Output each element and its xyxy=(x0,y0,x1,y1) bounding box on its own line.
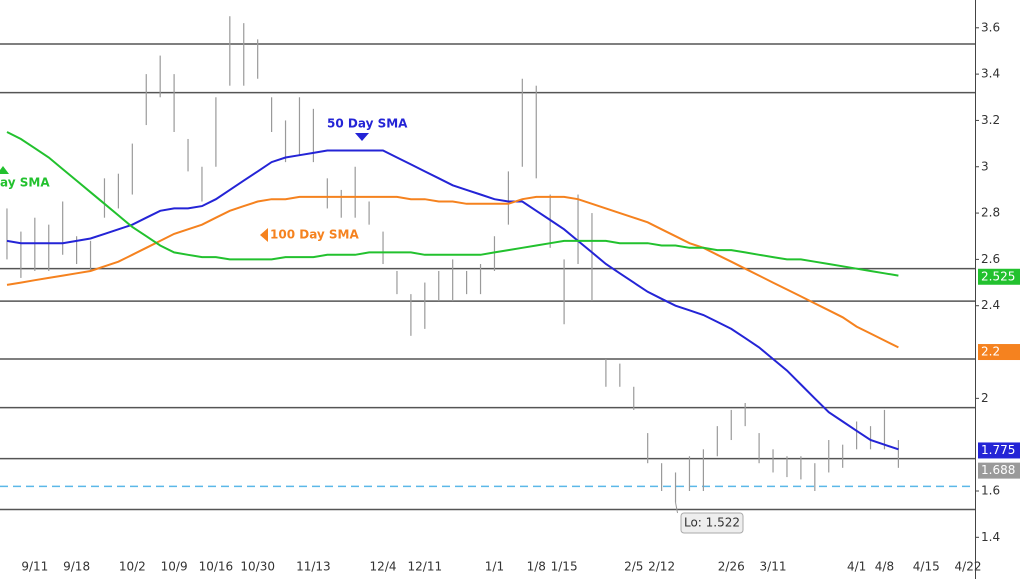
last-value-label: 1.775 xyxy=(981,443,1015,457)
x-tick-label: 11/13 xyxy=(296,560,331,574)
y-tick-label: 3 xyxy=(981,159,989,173)
x-tick-label: 10/16 xyxy=(199,560,234,574)
x-tick-label: 1/1 xyxy=(485,560,504,574)
last-value-label: 2.525 xyxy=(981,269,1015,283)
y-tick-label: 2.8 xyxy=(981,206,1000,220)
y-tick-label: 1.6 xyxy=(981,483,1000,497)
sma-marker xyxy=(355,133,369,141)
y-tick-label: 2.4 xyxy=(981,298,1000,312)
x-tick-label: 9/18 xyxy=(63,560,90,574)
sma-line xyxy=(6,131,899,277)
sma-marker xyxy=(260,228,268,242)
x-tick-label: 9/11 xyxy=(21,560,48,574)
x-tick-label: 4/22 xyxy=(955,560,982,574)
sma-label: 50 Day SMA xyxy=(327,117,408,131)
sma-marker xyxy=(0,166,9,174)
x-tick-label: 12/4 xyxy=(370,560,397,574)
x-tick-label: 4/15 xyxy=(913,560,940,574)
y-tick-label: 1.4 xyxy=(981,530,1000,544)
sma-label: ay SMA xyxy=(0,176,50,190)
last-value-label-box xyxy=(978,442,1020,459)
y-tick-label: 3.2 xyxy=(981,113,1000,127)
last-value-label-box xyxy=(978,344,1020,361)
x-tick-label: 12/11 xyxy=(408,560,443,574)
y-tick-label: 3.6 xyxy=(981,20,1000,34)
sma-line xyxy=(6,149,899,451)
x-tick-label: 10/2 xyxy=(119,560,146,574)
y-tick-label: 2 xyxy=(981,391,989,405)
y-tick-label: 2.6 xyxy=(981,252,1000,266)
last-value-label: 2.2 xyxy=(981,345,1000,359)
x-tick-label: 3/11 xyxy=(760,560,787,574)
x-tick-label: 1/8 xyxy=(527,560,546,574)
x-tick-label: 1/15 xyxy=(551,560,578,574)
axis-panel xyxy=(975,0,1024,579)
x-tick-label: 2/5 xyxy=(624,560,643,574)
last-price-label-box xyxy=(978,462,1020,479)
x-tick-label: 2/26 xyxy=(718,560,745,574)
y-tick-label: 3.4 xyxy=(981,67,1000,81)
x-tick-label: 4/1 xyxy=(847,560,866,574)
x-tick-label: 10/30 xyxy=(240,560,275,574)
x-tick-label: 10/9 xyxy=(161,560,188,574)
x-tick-label: 2/12 xyxy=(648,560,675,574)
low-label: Lo: 1.522 xyxy=(684,516,740,530)
x-tick-label: 4/8 xyxy=(875,560,894,574)
last-price-label: 1.688 xyxy=(981,463,1015,477)
low-connector xyxy=(675,502,679,514)
sma-label: 100 Day SMA xyxy=(270,228,360,242)
low-box xyxy=(680,512,744,534)
last-value-label-box xyxy=(978,268,1020,285)
